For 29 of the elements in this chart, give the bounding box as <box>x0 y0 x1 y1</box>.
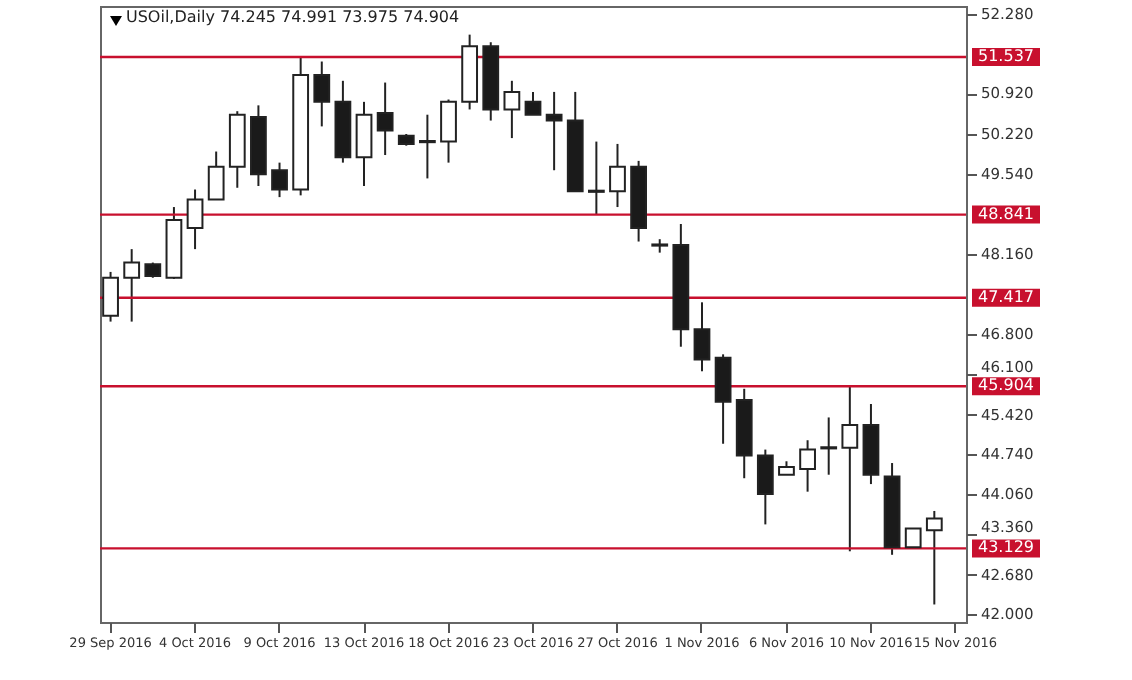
candlestick <box>841 385 859 553</box>
candlestick <box>207 150 225 201</box>
candlestick <box>714 353 732 445</box>
candlestick <box>925 509 943 606</box>
candlestick <box>271 161 288 199</box>
ref-line-label: 48.841 <box>978 204 1034 223</box>
ref-line-label: 45.904 <box>978 376 1034 395</box>
candlestick <box>545 90 563 172</box>
candlestick <box>186 188 204 251</box>
candlestick <box>376 81 394 157</box>
candlestick <box>587 140 605 216</box>
candlestick <box>524 90 542 116</box>
candlestick <box>609 142 626 209</box>
chart-title: USOil,Daily 74.245 74.991 73.975 74.904 <box>126 7 460 26</box>
candlestick <box>123 248 141 323</box>
candlestick <box>313 60 331 128</box>
candlestick <box>756 448 774 526</box>
candlestick <box>693 301 711 373</box>
candlestick <box>904 527 922 549</box>
ref-line-label: 51.537 <box>978 47 1034 66</box>
candlestick <box>820 416 838 476</box>
candlestick <box>440 98 457 164</box>
candlestick <box>355 100 373 188</box>
ref-line-label: 43.129 <box>978 538 1034 557</box>
ref-line-label: 47.417 <box>978 287 1034 306</box>
candlestick <box>102 270 119 323</box>
candlestick <box>503 79 521 140</box>
candlestick <box>419 113 436 180</box>
candlestick <box>799 439 816 493</box>
